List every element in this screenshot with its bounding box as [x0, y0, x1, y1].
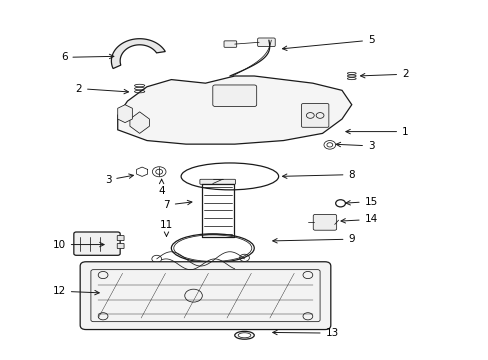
Text: 3: 3	[335, 141, 374, 151]
FancyBboxPatch shape	[74, 232, 120, 255]
Text: 2: 2	[75, 84, 128, 94]
FancyBboxPatch shape	[313, 215, 336, 230]
Polygon shape	[118, 105, 132, 123]
FancyBboxPatch shape	[80, 262, 330, 329]
Text: 12: 12	[53, 286, 99, 296]
FancyBboxPatch shape	[200, 179, 235, 184]
Text: 5: 5	[282, 35, 374, 50]
Polygon shape	[130, 112, 149, 134]
FancyBboxPatch shape	[224, 41, 236, 47]
FancyBboxPatch shape	[257, 38, 275, 46]
Text: 7: 7	[163, 200, 191, 210]
Polygon shape	[118, 76, 351, 144]
Text: 10: 10	[53, 239, 104, 249]
Text: 8: 8	[282, 170, 354, 180]
Text: 3: 3	[104, 174, 133, 185]
FancyBboxPatch shape	[117, 243, 124, 248]
Text: 2: 2	[360, 69, 408, 79]
Text: 1: 1	[345, 127, 408, 136]
Text: 15: 15	[345, 197, 377, 207]
Text: 4: 4	[158, 179, 164, 196]
FancyBboxPatch shape	[117, 235, 124, 240]
FancyBboxPatch shape	[301, 104, 328, 127]
Text: 14: 14	[340, 215, 377, 224]
Text: 9: 9	[272, 234, 354, 244]
Text: 11: 11	[160, 220, 173, 236]
Polygon shape	[111, 39, 165, 68]
Text: 6: 6	[61, 52, 114, 62]
FancyBboxPatch shape	[212, 85, 256, 107]
Text: 13: 13	[272, 328, 338, 338]
